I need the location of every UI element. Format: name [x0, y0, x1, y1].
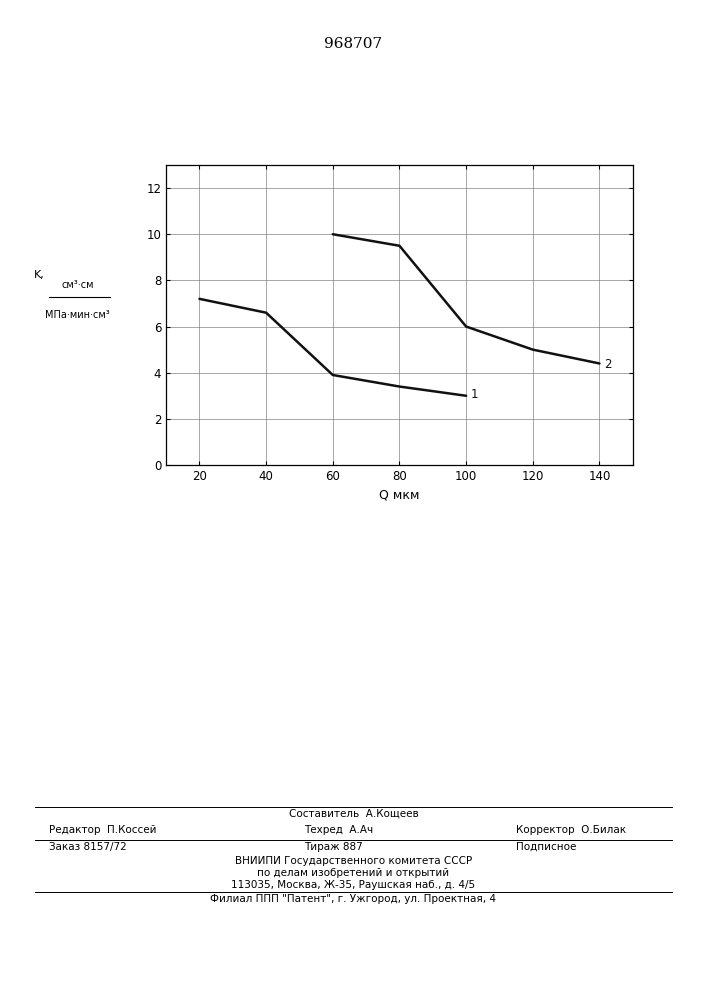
Text: Филиал ППП "Патент", г. Ужгород, ул. Проектная, 4: Филиал ППП "Патент", г. Ужгород, ул. Про… — [211, 894, 496, 904]
Text: 968707: 968707 — [325, 37, 382, 51]
Text: Тираж 887: Тираж 887 — [304, 842, 363, 852]
Text: см³·см: см³·см — [62, 280, 94, 290]
Text: Редактор  П.Коссей: Редактор П.Коссей — [49, 825, 157, 835]
Text: Заказ 8157/72: Заказ 8157/72 — [49, 842, 127, 852]
Text: по делам изобретений и открытий: по делам изобретений и открытий — [257, 868, 450, 878]
Text: 1: 1 — [471, 388, 479, 401]
Text: Корректор  О.Билак: Корректор О.Билак — [516, 825, 626, 835]
Text: Подписное: Подписное — [516, 842, 576, 852]
Text: ВНИИПИ Государственного комитета СССР: ВНИИПИ Государственного комитета СССР — [235, 856, 472, 866]
X-axis label: Q мкм: Q мкм — [379, 488, 420, 501]
Text: 113035, Москва, Ж-35, Раушская наб., д. 4/5: 113035, Москва, Ж-35, Раушская наб., д. … — [231, 880, 476, 890]
Text: Составитель  А.Кощеев: Составитель А.Кощеев — [288, 809, 419, 819]
Text: МПа·мин·см³: МПа·мин·см³ — [45, 310, 110, 320]
Text: Техред  А.Ач: Техред А.Ач — [304, 825, 373, 835]
Text: K,: K, — [33, 270, 45, 280]
Text: 2: 2 — [604, 358, 612, 371]
